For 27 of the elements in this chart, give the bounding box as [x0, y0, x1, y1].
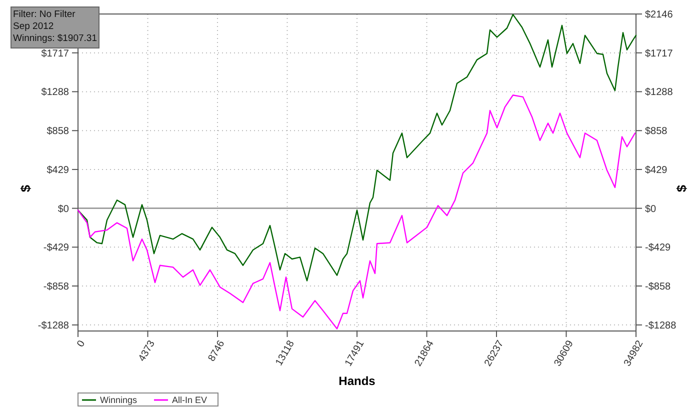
legend-label: Winnings — [100, 395, 138, 406]
y2-tick-label: $1288 — [645, 87, 674, 98]
y-tick-label: $858 — [46, 126, 70, 138]
y2-tick-label: -$858 — [645, 282, 672, 292]
y2-axis-title: $ — [674, 184, 689, 192]
y-tick-label: $1288 — [41, 87, 70, 98]
y2-tick-label: -$1288 — [645, 320, 677, 332]
annotation: Winnings: $1907.31 — [13, 33, 97, 44]
text: Sep 2012 — [13, 21, 54, 32]
y-tick-label: $1717 — [41, 48, 70, 60]
y2-tick-label: -$429 — [645, 242, 672, 254]
legend-label: All-In EV — [172, 395, 208, 406]
y-axis-title: $ — [18, 184, 33, 192]
line-series — [77, 94, 636, 330]
y-tick-label: -$858 — [43, 282, 70, 292]
text: Filter: No Filter — [13, 9, 76, 20]
y-tick-label: -$1288 — [38, 320, 70, 332]
y-tick-label: -$429 — [43, 242, 70, 254]
y2-tick-label: $2146 — [645, 10, 674, 20]
y2-tick-label: $0 — [645, 204, 657, 215]
y-tick-label: $429 — [46, 164, 70, 176]
x-tick-label: 0 — [75, 338, 88, 350]
x-axis-title: Hands — [338, 374, 376, 388]
y2-tick-label: $1717 — [645, 48, 674, 60]
y2-tick-label: $858 — [645, 126, 668, 138]
y-tick-label: $0 — [58, 204, 70, 215]
y2-tick-label: $429 — [645, 164, 668, 176]
